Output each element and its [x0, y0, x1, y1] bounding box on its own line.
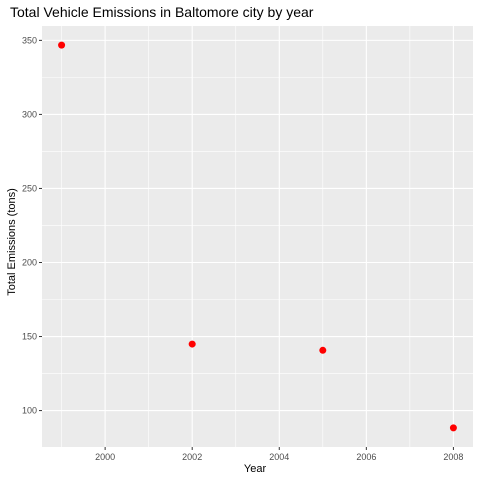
y-tick-label: 250 [22, 183, 37, 193]
chart-title: Total Vehicle Emissions in Baltomore cit… [10, 4, 314, 20]
data-point [449, 424, 457, 432]
y-tick-label: 300 [22, 109, 37, 119]
y-tick-label: 150 [22, 332, 37, 342]
data-point [188, 340, 196, 348]
x-tick-label: 2004 [269, 452, 289, 462]
x-tick-label: 2000 [95, 452, 115, 462]
x-tick-label: 2008 [443, 452, 463, 462]
y-tick-label: 350 [22, 35, 37, 45]
y-axis-ticks: 100 150 200 250 300 350 [22, 35, 42, 416]
x-axis-title: Year [244, 463, 267, 475]
x-tick-label: 2006 [356, 452, 376, 462]
plot-panel [42, 26, 473, 447]
y-axis-title: Total Emissions (tons) [6, 188, 18, 296]
minor-gridlines [42, 26, 473, 447]
x-axis-ticks: 2000 2002 2004 2006 2008 [95, 447, 463, 462]
y-tick-label: 100 [22, 406, 37, 416]
x-tick-label: 2002 [182, 452, 202, 462]
data-point [319, 346, 327, 354]
data-points [58, 41, 457, 432]
major-gridlines [42, 26, 473, 447]
y-tick-label: 200 [22, 257, 37, 267]
data-point [58, 41, 66, 49]
